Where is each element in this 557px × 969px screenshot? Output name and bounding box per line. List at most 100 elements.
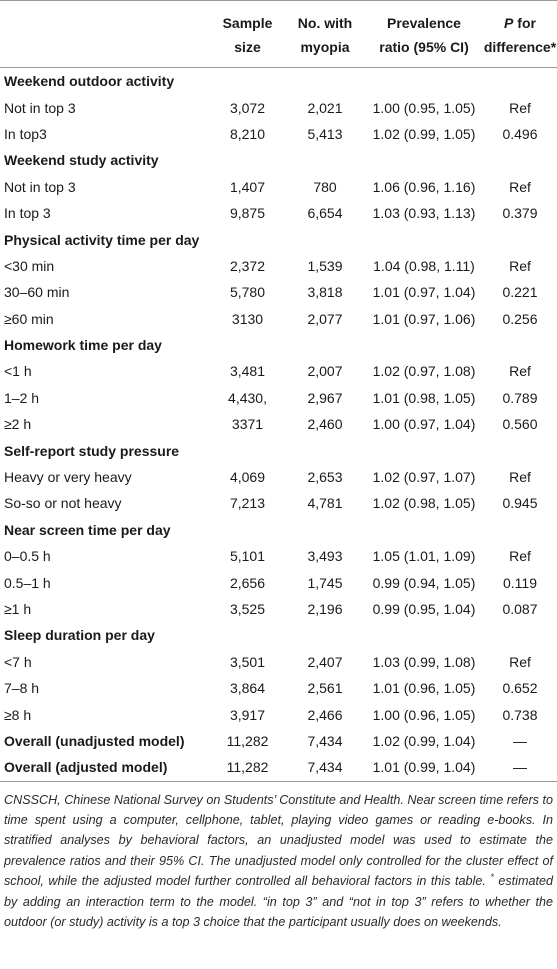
- group-label: Self-report study pressure: [4, 442, 180, 459]
- group-header-row: Weekend study activity: [0, 147, 557, 173]
- header-sample-size-line1: Sample: [222, 15, 273, 31]
- table-row: 30–60 min 5,780 3,818 1.01 (0.97, 1.04) 0.22…: [0, 279, 557, 305]
- prevalence-ratio-cell: 1.01 (0.99, 1.04): [365, 754, 483, 782]
- group-header-row: Homework time per day: [0, 332, 557, 358]
- p-value-cell: Ref: [509, 178, 531, 195]
- prevalence-ratio-cell: 1.01 (0.97, 1.06): [372, 310, 476, 327]
- p-value-cell: 0.496: [502, 125, 538, 142]
- sample-size-cell: 4,430,: [228, 389, 267, 406]
- prevalence-ratio-cell: 1.02 (0.99, 1.05): [372, 125, 476, 142]
- table-row: ≥1 h 3,525 2,196 0.99 (0.95, 1.04) 0.087: [0, 596, 557, 622]
- row-label: 7–8 h: [4, 680, 40, 697]
- p-value-cell: Ref: [509, 653, 531, 670]
- p-value-cell: 0.738: [502, 706, 538, 723]
- sample-size-cell: 2,656: [229, 574, 266, 591]
- myopia-count-cell: 2,407: [307, 653, 343, 670]
- table-row: ≥2 h 3371 2,460 1.00 (0.97, 1.04) 0.560: [0, 411, 557, 437]
- footnote-text-2: estimated by adding an interaction term …: [4, 874, 553, 929]
- group-label: Homework time per day: [4, 337, 162, 354]
- sample-size-cell: 3,481: [229, 363, 266, 380]
- row-label: <30 min: [4, 257, 55, 274]
- sample-size-cell: 11,282: [226, 732, 269, 749]
- myopia-count-cell: 1,539: [307, 257, 343, 274]
- p-value-cell: 0.789: [502, 389, 538, 406]
- myopia-count-cell: 2,653: [307, 469, 343, 486]
- prevalence-ratio-cell: 1.01 (0.97, 1.04): [372, 284, 476, 301]
- table-row: In top3 8,210 5,413 1.02 (0.99, 1.05) 0.496: [0, 121, 557, 147]
- prevalence-ratio-cell: 0.99 (0.95, 1.04): [372, 601, 476, 617]
- table-row: ≥60 min 3130 2,077 1.01 (0.97, 1.06) 0.256: [0, 306, 557, 332]
- group-header-row: Self-report study pressure: [0, 437, 557, 463]
- sample-size-cell: 3,864: [229, 680, 266, 697]
- prevalence-ratio-cell: 1.01 (0.98, 1.05): [372, 389, 476, 406]
- sample-size-cell: 3371: [231, 416, 264, 433]
- header-p-line1: P for: [483, 1, 557, 36]
- sample-size-cell: 3130: [231, 310, 264, 327]
- prevalence-ratio-cell: 1.00 (0.97, 1.04): [372, 416, 476, 433]
- header-sample-size-line2: size: [234, 39, 261, 55]
- table-row: 0–0.5 h 5,101 3,493 1.05 (1.01, 1.09) Ref: [0, 543, 557, 569]
- row-label: Not in top 3: [4, 99, 76, 116]
- overall-row: Overall (unadjusted model) 11,282 7,434 1.0…: [0, 728, 557, 754]
- sample-size-cell: 7,213: [229, 495, 266, 512]
- prevalence-ratio-cell: 1.05 (1.01, 1.09): [372, 548, 476, 565]
- footnote-star: *: [490, 871, 494, 882]
- header-prevalence-line1: Prevalence: [387, 15, 461, 31]
- myopia-count-cell: 2,967: [307, 389, 343, 406]
- prevalence-ratio-cell: 1.04 (0.98, 1.11): [373, 257, 475, 274]
- row-label: <7 h: [4, 653, 32, 670]
- prevalence-ratio-cell: 1.02 (0.97, 1.08): [372, 363, 476, 380]
- sample-size-cell: 4,069: [229, 469, 266, 486]
- prevalence-ratio-cell: 1.03 (0.93, 1.13): [372, 205, 476, 222]
- p-value-cell: —: [483, 754, 557, 782]
- sample-size-cell: 3,501: [229, 653, 266, 670]
- group-label: Sleep duration per day: [4, 627, 155, 644]
- row-label: Overall (adjusted model): [0, 754, 210, 782]
- p-value-cell: Ref: [509, 99, 531, 116]
- row-label: Overall (unadjusted model): [4, 732, 185, 749]
- header-p-line2: difference*: [483, 39, 557, 55]
- row-label: Heavy or very heavy: [4, 469, 132, 486]
- group-label: Near screen time per day: [4, 521, 171, 538]
- myopia-count-cell: 2,007: [307, 363, 343, 380]
- table-row: <1 h 3,481 2,007 1.02 (0.97, 1.08) Ref: [0, 358, 557, 384]
- myopia-count-cell: 2,021: [307, 99, 343, 116]
- myopia-count-cell: 6,654: [307, 205, 343, 222]
- prevalence-ratio-cell: 1.01 (0.96, 1.05): [372, 680, 476, 697]
- group-label: Weekend study activity: [4, 152, 159, 169]
- sample-size-cell: 3,072: [229, 99, 266, 116]
- table-row: Not in top 3 1,407 780 1.06 (0.96, 1.16) Ref: [0, 174, 557, 200]
- p-value-cell: 0.221: [502, 284, 538, 301]
- header-variable-2: [0, 35, 210, 68]
- sample-size-cell: 9,875: [229, 205, 266, 222]
- prevalence-ratio-cell: 1.02 (0.97, 1.07): [372, 469, 476, 486]
- header-prevalence-line2: ratio (95% CI): [379, 39, 469, 55]
- p-value-cell: 0.652: [502, 680, 538, 697]
- myopia-count-cell: 3,818: [307, 284, 343, 301]
- header-variable: [0, 1, 210, 36]
- prevalence-ratio-cell: 1.02 (0.98, 1.05): [372, 495, 476, 512]
- myopia-count-cell: 7,434: [307, 732, 343, 749]
- row-label: ≥60 min: [4, 310, 54, 327]
- prevalence-ratio-cell: 1.02 (0.99, 1.04): [372, 732, 476, 749]
- row-label: ≥2 h: [4, 416, 32, 433]
- row-label: 0.5–1 h: [4, 574, 51, 591]
- group-label: Weekend outdoor activity: [0, 67, 557, 95]
- group-header-row: Sleep duration per day: [0, 622, 557, 648]
- results-table: Sample No. with Prevalence P for size my…: [0, 0, 557, 782]
- row-label: ≥8 h: [4, 706, 32, 723]
- prevalence-ratio-cell: 1.06 (0.96, 1.16): [372, 178, 476, 195]
- row-label: ≥1 h: [4, 601, 32, 617]
- myopia-count-cell: 7,434: [285, 754, 365, 782]
- sample-size-cell: 3,917: [229, 706, 266, 723]
- header-myopia-line1: No. with: [297, 15, 353, 31]
- p-value-cell: Ref: [509, 257, 531, 274]
- table-row: <7 h 3,501 2,407 1.03 (0.99, 1.08) Ref: [0, 649, 557, 675]
- prevalence-ratio-cell: 1.03 (0.99, 1.08): [372, 653, 476, 670]
- table-row: ≥8 h 3,917 2,466 1.00 (0.96, 1.05) 0.738: [0, 701, 557, 727]
- myopia-count-cell: 5,413: [307, 125, 343, 142]
- group-header-row: Weekend outdoor activity: [0, 67, 557, 95]
- table-row: So-so or not heavy 7,213 4,781 1.02 (0.98, …: [0, 490, 557, 516]
- prevalence-ratio-cell: 0.99 (0.94, 1.05): [372, 574, 476, 591]
- p-value-cell: 0.256: [502, 310, 538, 327]
